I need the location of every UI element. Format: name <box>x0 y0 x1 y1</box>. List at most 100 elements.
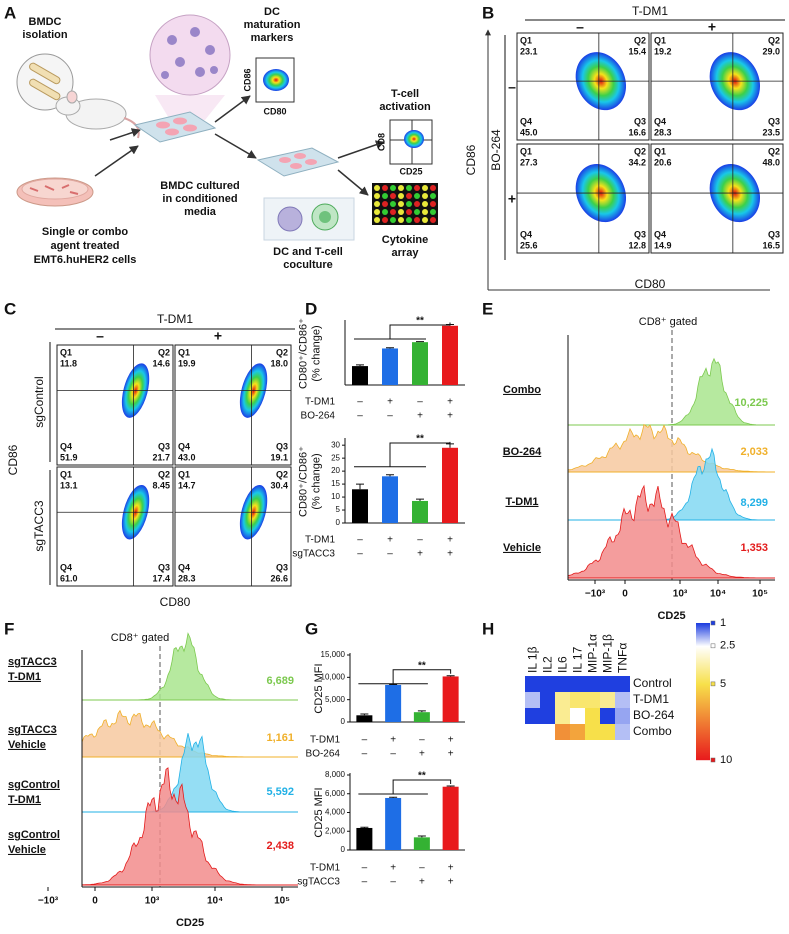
heatmap-cell <box>585 676 600 692</box>
condition-sign: – <box>387 549 393 560</box>
colorbar-step <box>696 750 710 752</box>
quadrant-label: Q1 <box>520 146 532 156</box>
colorbar-step <box>696 678 710 680</box>
condition-sign: + <box>447 397 453 408</box>
array-dot <box>374 209 380 215</box>
colorbar-step <box>696 666 710 668</box>
colorbar-step <box>696 651 710 653</box>
colorbar-step <box>696 720 710 722</box>
condition-label: T-DM1 <box>305 535 335 546</box>
colorbar-step <box>696 656 710 658</box>
quadrant-label: Q1 <box>178 469 190 479</box>
colorbar-step <box>696 697 710 699</box>
column-header: T-DM1 <box>157 312 193 326</box>
colorbar-step <box>696 732 710 734</box>
error-bar <box>389 796 398 798</box>
array-dot <box>374 201 380 207</box>
column-label: MIP-1β <box>601 634 615 673</box>
panel-title: CD8⁺ gated <box>111 632 169 644</box>
track-label: BO-264 <box>503 446 542 458</box>
colorbar-step <box>696 734 710 736</box>
array-dot <box>414 209 420 215</box>
colorbar-step <box>696 748 710 750</box>
panel-letter: G <box>305 619 318 638</box>
quadrant-label: 48.0 <box>762 157 780 167</box>
panel-letter: E <box>482 299 493 318</box>
quadrant-label: 21.7 <box>152 452 170 462</box>
histogram <box>567 423 775 473</box>
colorbar-step <box>696 757 710 759</box>
condition-sign: + <box>448 877 454 888</box>
y-tick-label: 8,000 <box>325 770 346 779</box>
colorbar-step <box>696 755 710 757</box>
colorbar-step <box>696 695 710 697</box>
array-dot <box>422 201 428 207</box>
colorbar-step <box>696 733 710 735</box>
row-label: T-DM1 <box>633 692 669 706</box>
schematic-label: EMT6.huHER2 cells <box>34 254 137 266</box>
array-dot <box>414 185 420 191</box>
histogram <box>568 357 775 426</box>
heatmap-cell <box>555 692 570 708</box>
colorbar-step <box>696 671 710 673</box>
condition-sign: + <box>417 411 423 422</box>
colorbar-step <box>696 669 710 671</box>
y-tick-label: 25 <box>331 453 340 462</box>
bar <box>413 837 430 850</box>
y-tick-label: 4,000 <box>325 808 346 817</box>
colorbar-label: 2.5 <box>720 640 735 652</box>
condition-sign: – <box>417 397 423 408</box>
track-label: Vehicle <box>8 844 46 856</box>
track-label: Vehicle <box>8 739 46 751</box>
error-bar <box>386 474 394 477</box>
schematic-label: DC and T-cell <box>273 246 343 258</box>
quadrant-label: 8.45 <box>152 480 170 490</box>
colorbar-step <box>696 676 710 678</box>
colorbar-step <box>696 721 710 723</box>
colorbar-step <box>696 660 710 662</box>
colorbar-step <box>696 639 710 641</box>
condition-sign: – <box>362 735 368 746</box>
mfi-value: 2,438 <box>266 840 294 852</box>
quadrant-label: Q3 <box>768 116 780 126</box>
bar <box>413 712 430 722</box>
x-tick-label: 0 <box>622 589 628 600</box>
row-label: BO-264 <box>633 708 675 722</box>
quadrant-label: 23.5 <box>762 127 780 137</box>
row-label: Control <box>633 676 672 690</box>
colorbar-step <box>696 658 710 660</box>
colorbar-step <box>696 683 710 685</box>
bar <box>352 489 368 523</box>
colorbar-step <box>696 735 710 737</box>
bar <box>352 366 368 385</box>
colorbar-step <box>696 719 710 721</box>
colorbar-step <box>696 709 710 711</box>
quadrant-label: Q4 <box>654 229 666 239</box>
colorbar-step <box>696 662 710 664</box>
quadrant-label: 16.6 <box>628 127 646 137</box>
colorbar-step <box>696 633 710 635</box>
mfi-value: 2,033 <box>740 446 768 458</box>
heatmap-cell <box>570 724 585 740</box>
condition-sign: + <box>387 535 393 546</box>
x-tick-label: 10⁵ <box>752 589 768 600</box>
schematic-label: BMDC <box>29 16 62 28</box>
heatmap-cell <box>585 724 600 740</box>
panel-letter: H <box>482 619 494 638</box>
bar <box>442 676 459 722</box>
array-dot <box>398 209 404 215</box>
quadrant-label: Q4 <box>520 229 532 239</box>
colorbar-step <box>696 636 710 638</box>
colorbar-step <box>696 730 710 732</box>
heatmap-cell <box>525 676 540 692</box>
array-dot <box>430 201 436 207</box>
colorbar-step <box>696 672 710 674</box>
colorbar-label: 1 <box>720 617 726 629</box>
condition-sign: + <box>447 411 453 422</box>
colorbar-step <box>696 712 710 714</box>
schematic-label: activation <box>379 101 431 113</box>
y-axis-label: (% change) <box>310 325 322 381</box>
colorbar-step <box>696 726 710 728</box>
colorbar-step <box>696 731 710 733</box>
quadrant-label: Q1 <box>60 469 72 479</box>
